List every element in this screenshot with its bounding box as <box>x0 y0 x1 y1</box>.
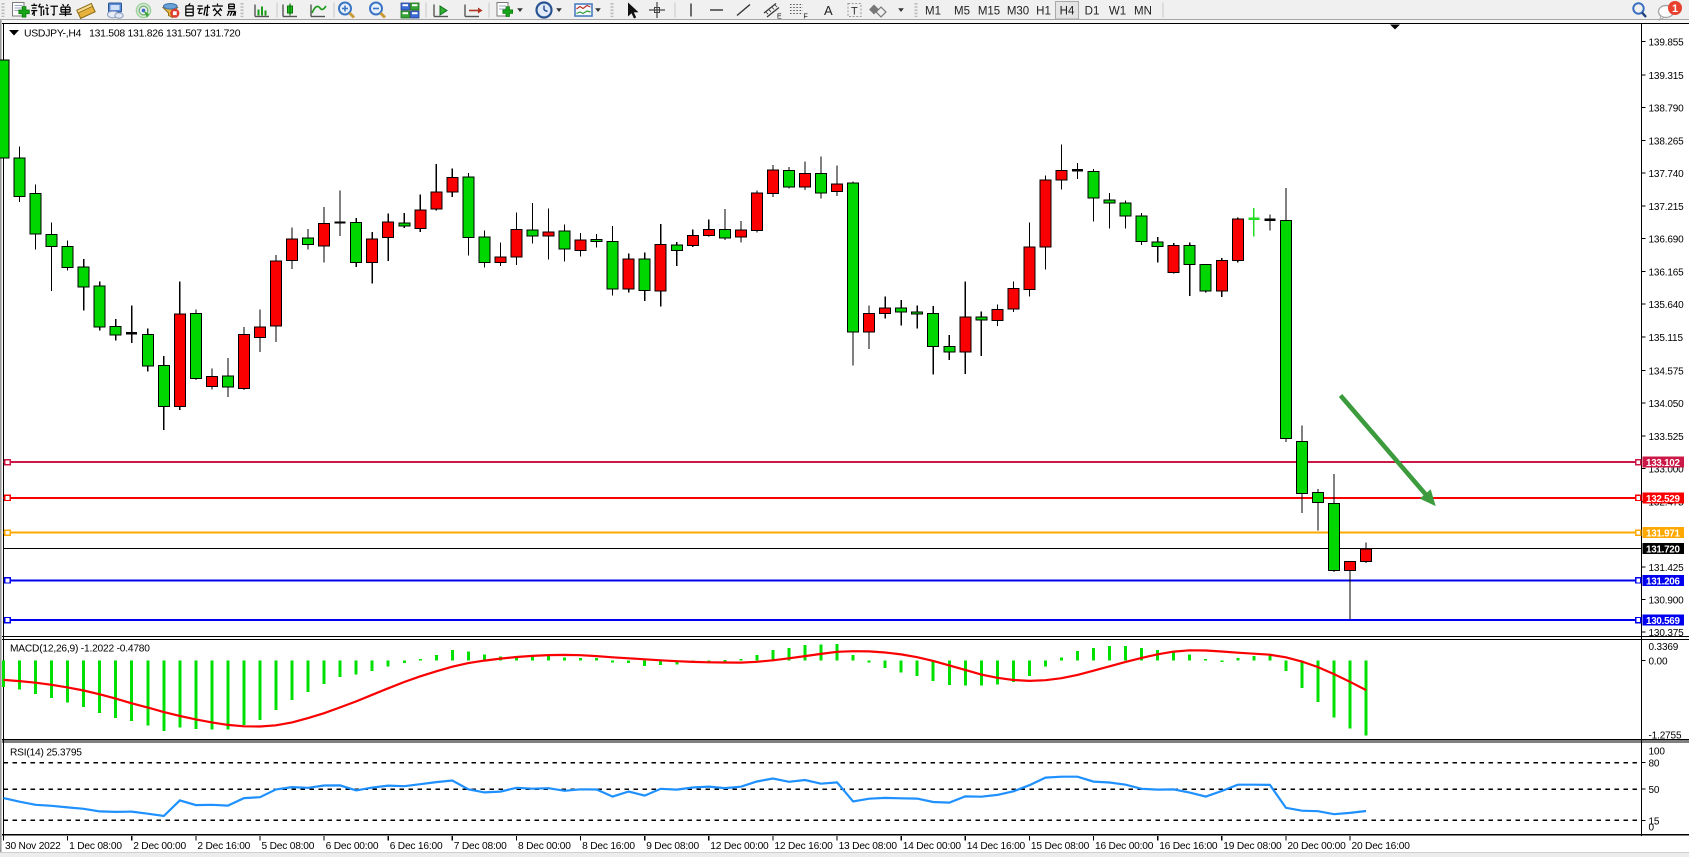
svg-text:80: 80 <box>1649 759 1660 770</box>
svg-text:136.165: 136.165 <box>1649 267 1685 278</box>
svg-text:131.720: 131.720 <box>1646 544 1680 555</box>
svg-text:M30: M30 <box>1007 6 1029 18</box>
svg-text:USDJPY-,H4 131.508 131.826 1: USDJPY-,H4 131.508 131.826 131.507 131.7… <box>24 29 241 40</box>
svg-text:-1.2755: -1.2755 <box>1649 731 1682 742</box>
svg-text:138.790: 138.790 <box>1649 104 1685 115</box>
svg-text:16 Dec 00:00: 16 Dec 00:00 <box>1095 841 1154 852</box>
svg-text:0.00: 0.00 <box>1649 656 1668 667</box>
svg-text:M5: M5 <box>954 6 970 18</box>
svg-text:20 Dec 16:00: 20 Dec 16:00 <box>1352 841 1411 852</box>
svg-text:100: 100 <box>1649 747 1666 758</box>
svg-text:13 Dec 08:00: 13 Dec 08:00 <box>839 841 898 852</box>
svg-text:130.375: 130.375 <box>1649 628 1685 639</box>
svg-text:T: T <box>851 6 858 18</box>
svg-text:M1: M1 <box>925 6 941 18</box>
svg-text:138.265: 138.265 <box>1649 136 1685 147</box>
svg-text:139.315: 139.315 <box>1649 71 1685 82</box>
svg-text:1 Dec 08:00: 1 Dec 08:00 <box>69 841 122 852</box>
svg-text:0: 0 <box>1649 823 1655 834</box>
svg-text:MACD(12,26,9) -1.2022 -0.4780: MACD(12,26,9) -1.2022 -0.4780 <box>10 644 150 655</box>
svg-text:136.690: 136.690 <box>1649 235 1685 246</box>
svg-text:6 Dec 16:00: 6 Dec 16:00 <box>390 841 443 852</box>
svg-text:W1: W1 <box>1109 6 1126 18</box>
svg-text:133.102: 133.102 <box>1646 458 1680 469</box>
svg-text:139.855: 139.855 <box>1649 37 1685 48</box>
svg-text:130.569: 130.569 <box>1646 616 1680 627</box>
svg-text:8 Dec 00:00: 8 Dec 00:00 <box>518 841 571 852</box>
svg-text:E: E <box>777 14 782 21</box>
svg-text:19 Dec 08:00: 19 Dec 08:00 <box>1223 841 1282 852</box>
svg-text:16 Dec 16:00: 16 Dec 16:00 <box>1159 841 1218 852</box>
svg-text:6 Dec 00:00: 6 Dec 00:00 <box>326 841 379 852</box>
svg-text:9 Dec 08:00: 9 Dec 08:00 <box>646 841 699 852</box>
svg-text:1: 1 <box>1672 3 1678 15</box>
svg-text:M15: M15 <box>978 6 1000 18</box>
svg-text:15 Dec 08:00: 15 Dec 08:00 <box>1031 841 1090 852</box>
svg-text:131.425: 131.425 <box>1649 563 1685 574</box>
svg-text:14 Dec 16:00: 14 Dec 16:00 <box>967 841 1026 852</box>
svg-text:RSI(14) 25.3795: RSI(14) 25.3795 <box>10 748 82 759</box>
svg-text:14 Dec 00:00: 14 Dec 00:00 <box>903 841 962 852</box>
svg-text:131.206: 131.206 <box>1646 576 1680 587</box>
svg-text:15: 15 <box>1649 816 1660 827</box>
svg-text:134.575: 134.575 <box>1649 366 1685 377</box>
svg-text:2 Dec 00:00: 2 Dec 00:00 <box>133 841 186 852</box>
svg-text:130.900: 130.900 <box>1649 596 1685 607</box>
svg-text:135.640: 135.640 <box>1649 300 1685 311</box>
svg-text:8 Dec 16:00: 8 Dec 16:00 <box>582 841 635 852</box>
svg-text:D1: D1 <box>1085 6 1100 18</box>
svg-text:12 Dec 16:00: 12 Dec 16:00 <box>774 841 833 852</box>
svg-text:7 Dec 08:00: 7 Dec 08:00 <box>454 841 507 852</box>
svg-text:A: A <box>824 3 833 18</box>
svg-text:H1: H1 <box>1036 6 1051 18</box>
svg-text:50: 50 <box>1649 785 1660 796</box>
svg-text:132.529: 132.529 <box>1646 494 1680 505</box>
svg-text:131.971: 131.971 <box>1646 529 1680 540</box>
svg-text:F: F <box>804 14 808 21</box>
svg-text:137.215: 137.215 <box>1649 202 1685 213</box>
svg-text:133.000: 133.000 <box>1649 465 1685 476</box>
svg-text:30 Nov 2022: 30 Nov 2022 <box>5 841 61 852</box>
svg-text:H4: H4 <box>1060 6 1075 18</box>
svg-text:5 Dec 08:00: 5 Dec 08:00 <box>262 841 315 852</box>
svg-text:135.115: 135.115 <box>1649 333 1684 344</box>
svg-text:137.740: 137.740 <box>1649 169 1685 180</box>
svg-text:12 Dec 00:00: 12 Dec 00:00 <box>710 841 769 852</box>
svg-text:0.3369: 0.3369 <box>1649 642 1679 653</box>
svg-text:134.050: 134.050 <box>1649 399 1685 410</box>
svg-text:133.525: 133.525 <box>1649 432 1685 443</box>
svg-text:MN: MN <box>1134 6 1152 18</box>
svg-text:2 Dec 16:00: 2 Dec 16:00 <box>197 841 250 852</box>
svg-text:20 Dec 00:00: 20 Dec 00:00 <box>1287 841 1346 852</box>
